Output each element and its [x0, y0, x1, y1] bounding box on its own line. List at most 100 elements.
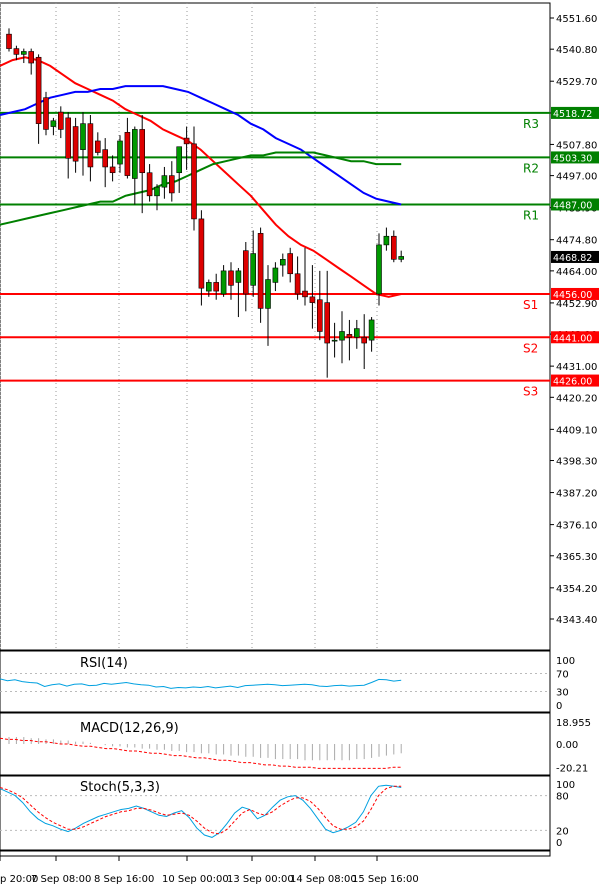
price-panel-frame — [0, 2, 551, 651]
stoch-title: Stoch(5,3,3) — [80, 780, 160, 795]
candle-body — [139, 129, 145, 174]
price-y-tick-label: 4354.20 — [556, 584, 597, 595]
price-y-tick-label: 4497.00 — [556, 172, 597, 183]
price-y-tick-label: 4507.80 — [556, 140, 597, 151]
candle-body — [302, 290, 308, 298]
level-name-r3: R3 — [523, 117, 539, 131]
price-y-tick-label: 4343.40 — [556, 615, 597, 626]
x-tick-label: 15 Sep 16:00 — [352, 874, 419, 885]
price-y-tick-label: 4464.00 — [556, 267, 597, 278]
stoch-y-tick-label: 20 — [556, 826, 569, 837]
rsi-y-tick-label: 100 — [556, 656, 575, 667]
candle-body — [161, 175, 168, 188]
candle-body — [220, 270, 227, 295]
candle-body — [235, 270, 242, 283]
last-price-label: 4468.82 — [553, 253, 592, 264]
candle-body — [331, 339, 338, 342]
price-y-tick-label: 4365.30 — [556, 552, 597, 563]
x-tick-label: 7 Sep 08:00 — [31, 874, 91, 885]
candle-body — [383, 235, 390, 246]
candle-body — [316, 299, 323, 332]
level-name-r1: R1 — [523, 208, 539, 222]
stoch-signal-line — [0, 785, 402, 835]
level-name-s2: S2 — [523, 341, 538, 355]
candle-body — [213, 282, 219, 292]
candle-body — [353, 328, 360, 338]
candle-body — [117, 140, 123, 165]
price-y-tick-label: 4540.80 — [556, 45, 597, 56]
candle-body — [309, 296, 316, 303]
price-y-tick-label: 4376.10 — [556, 521, 597, 532]
rsi-y-tick-label: 30 — [556, 688, 569, 699]
candle-body — [390, 235, 397, 260]
candle-body — [228, 270, 234, 286]
level-price-box — [551, 331, 599, 344]
candle-body — [287, 253, 294, 275]
x-tick-label: 14 Sep 08:00 — [290, 874, 357, 885]
level-price-label: 4441.00 — [553, 333, 592, 344]
candle-body — [57, 111, 64, 130]
stoch-panel-frame — [0, 775, 551, 851]
candle-body — [243, 250, 249, 295]
stoch-y-tick-label: 0 — [556, 838, 562, 849]
macd-title: MACD(12,26,9) — [80, 721, 179, 736]
macd-y-tick-label: 18.955 — [556, 718, 591, 729]
x-tick-label: 6 Sep 20:00 — [0, 874, 38, 885]
x-tick-label: 8 Sep 16:00 — [94, 874, 154, 885]
rsi-line — [0, 678, 402, 689]
level-price-box — [551, 106, 599, 119]
x-tick-label: 13 Sep 00:00 — [227, 874, 294, 885]
stoch-y-tick-label: 100 — [556, 780, 575, 791]
price-y-tick-label: 4452.90 — [556, 299, 597, 310]
candle-body — [279, 259, 286, 266]
level-price-box — [551, 151, 599, 164]
candle-body — [191, 143, 197, 220]
candle-body — [324, 302, 331, 344]
candle-body — [13, 48, 20, 55]
candle-body — [72, 126, 79, 162]
price-y-tick-label: 4420.20 — [556, 393, 597, 404]
candle-body — [102, 149, 108, 168]
candle-body — [80, 123, 86, 150]
stoch-main-line — [0, 784, 402, 838]
level-price-label: 4456.00 — [553, 290, 592, 301]
candle-body — [398, 256, 405, 260]
candle-body — [272, 267, 279, 283]
candle-body — [376, 244, 382, 295]
rsi-y-tick-label: 0 — [556, 701, 562, 712]
moving-average-line — [0, 85, 402, 206]
candle-body — [339, 331, 345, 341]
candle-body — [198, 218, 205, 289]
level-price-label: 4426.00 — [553, 377, 592, 388]
level-price-label: 4503.30 — [553, 153, 592, 164]
candle-body — [28, 51, 35, 64]
candle-body — [176, 146, 182, 174]
rsi-title: RSI(14) — [80, 656, 128, 671]
stoch-y-tick-label: 80 — [556, 792, 569, 803]
level-name-s3: S3 — [523, 385, 538, 399]
price-y-tick-label: 4431.00 — [556, 362, 597, 373]
candle-body — [87, 123, 94, 168]
rsi-y-tick-label: 70 — [556, 670, 569, 681]
candle-body — [124, 132, 131, 176]
bottom-strip — [0, 850, 551, 857]
candle-body — [43, 97, 49, 130]
candle-body — [250, 253, 256, 286]
level-name-r2: R2 — [523, 161, 539, 175]
candle-body — [132, 129, 138, 179]
candle-body — [361, 336, 368, 344]
price-y-tick-label: 4474.80 — [556, 236, 597, 247]
x-tick-label: 10 Sep 00:00 — [162, 874, 229, 885]
candle-body — [346, 334, 353, 338]
candle-body — [294, 273, 301, 295]
candle-body — [146, 172, 153, 197]
macd-y-tick-label: 0.00 — [556, 740, 578, 751]
candle-body — [65, 117, 71, 159]
price-y-tick-label: 4529.70 — [556, 77, 597, 88]
price-y-tick-label: 4387.20 — [556, 489, 597, 500]
moving-average-line — [0, 56, 402, 298]
candle-body — [50, 120, 57, 127]
macd-y-tick-label: -20.21 — [556, 763, 588, 774]
